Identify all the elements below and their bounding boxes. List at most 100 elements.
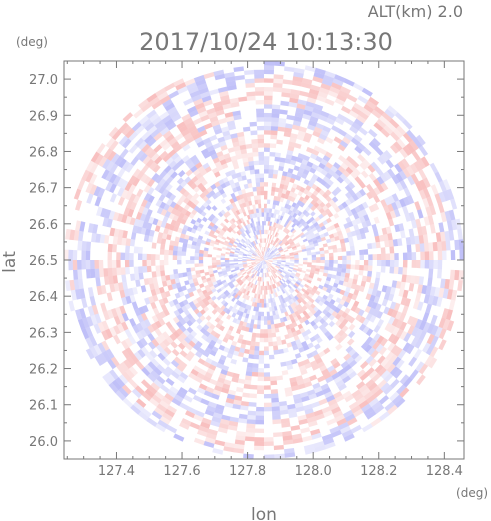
heatmap-cell [239,311,244,317]
heatmap-cell [164,260,169,266]
heatmap-cell [313,103,324,111]
heatmap-cell [263,260,264,265]
heatmap-cell [244,166,250,172]
heatmap-cell [248,200,253,206]
heatmap-cell [136,226,143,234]
heatmap-cell [430,325,439,336]
heatmap-cell [93,344,103,356]
heatmap-cell [203,152,211,159]
heatmap-cell [200,169,208,176]
heatmap-cell [210,330,217,337]
heatmap-cell [270,126,279,131]
heatmap-cell [155,199,163,207]
heatmap-cell [340,425,351,434]
heatmap-cell [253,251,258,255]
heatmap-cell [199,283,205,289]
heatmap-cell [329,86,340,94]
heatmap-cell [264,320,268,325]
heatmap-cell [79,308,87,319]
heatmap-cell [246,192,251,198]
heatmap-cell [318,300,324,307]
heatmap-cell [350,137,360,146]
heatmap-cell [227,293,232,299]
heatmap-cell [216,226,222,232]
heatmap-cell [395,359,405,369]
heatmap-cell [204,166,212,173]
heatmap-cell [219,325,225,332]
heatmap-cell [393,128,403,139]
heatmap-cell [419,243,425,252]
heatmap-cell [248,282,253,287]
heatmap-cell [130,354,139,364]
heatmap-cell [253,240,257,245]
heatmap-cell [234,283,240,288]
heatmap-cell [176,364,185,372]
heatmap-cell [340,332,348,340]
heatmap-cell [96,285,103,296]
heatmap-cell [377,155,386,165]
heatmap-cell [214,105,224,112]
heatmap-cell [335,343,343,351]
heatmap-cell [70,289,77,301]
heatmap-cell [251,261,256,264]
heatmap-cell [261,208,264,213]
heatmap-cell [264,350,269,356]
heatmap-cell [225,205,231,211]
heatmap-cell [190,330,198,338]
heatmap-cell [377,318,385,328]
heatmap-cell [253,293,257,299]
heatmap-cell [281,87,292,94]
heatmap-cell [258,263,262,267]
heatmap-cell [236,430,246,437]
heatmap-cell [98,260,104,269]
heatmap-cell [311,251,316,255]
heatmap-cell [284,311,289,317]
heatmap-cell [183,394,193,403]
heatmap-cell [342,170,351,178]
heatmap-cell [333,222,340,229]
heatmap-cell [253,251,258,255]
heatmap-cell [295,244,301,248]
heatmap-cell [426,196,434,207]
heatmap-cell [192,117,203,126]
y-tick-label: 26.5 [29,254,58,269]
heatmap-cell [261,268,263,273]
heatmap-cell [235,154,243,160]
heatmap-cell [316,309,323,316]
heatmap-cell [146,417,158,427]
heatmap-cell [169,326,177,334]
heatmap-cell [246,309,251,315]
heatmap-cell [264,78,274,83]
heatmap-cell [140,285,147,293]
heatmap-cell [107,150,117,161]
heatmap-cell [415,243,421,253]
heatmap-cell [222,281,228,286]
heatmap-cell [256,406,264,412]
heatmap-cell [345,227,351,234]
heatmap-cell [433,260,438,270]
heatmap-cell [309,216,315,222]
heatmap-cell [264,260,265,265]
heatmap-cell [392,326,400,336]
heatmap-cell [115,306,122,316]
heatmap-cell [369,294,376,302]
heatmap-cell [233,145,241,152]
heatmap-cell [144,364,154,374]
heatmap-cell [130,156,139,166]
heatmap-cell [361,87,373,97]
heatmap-cell [73,269,79,280]
heatmap-cell [206,107,216,115]
heatmap-cell [249,169,255,175]
heatmap-cell [287,295,293,300]
heatmap-cell [323,269,329,274]
heatmap-cell [318,189,326,196]
heatmap-cell [231,377,239,383]
heatmap-cell [343,78,355,87]
heatmap-cell [252,252,257,256]
heatmap-cell [262,272,264,278]
heatmap-cell [138,306,145,315]
heatmap-cell [373,178,381,187]
heatmap-cell [384,197,392,206]
heatmap-cell [178,272,184,278]
heatmap-cell [316,227,323,233]
